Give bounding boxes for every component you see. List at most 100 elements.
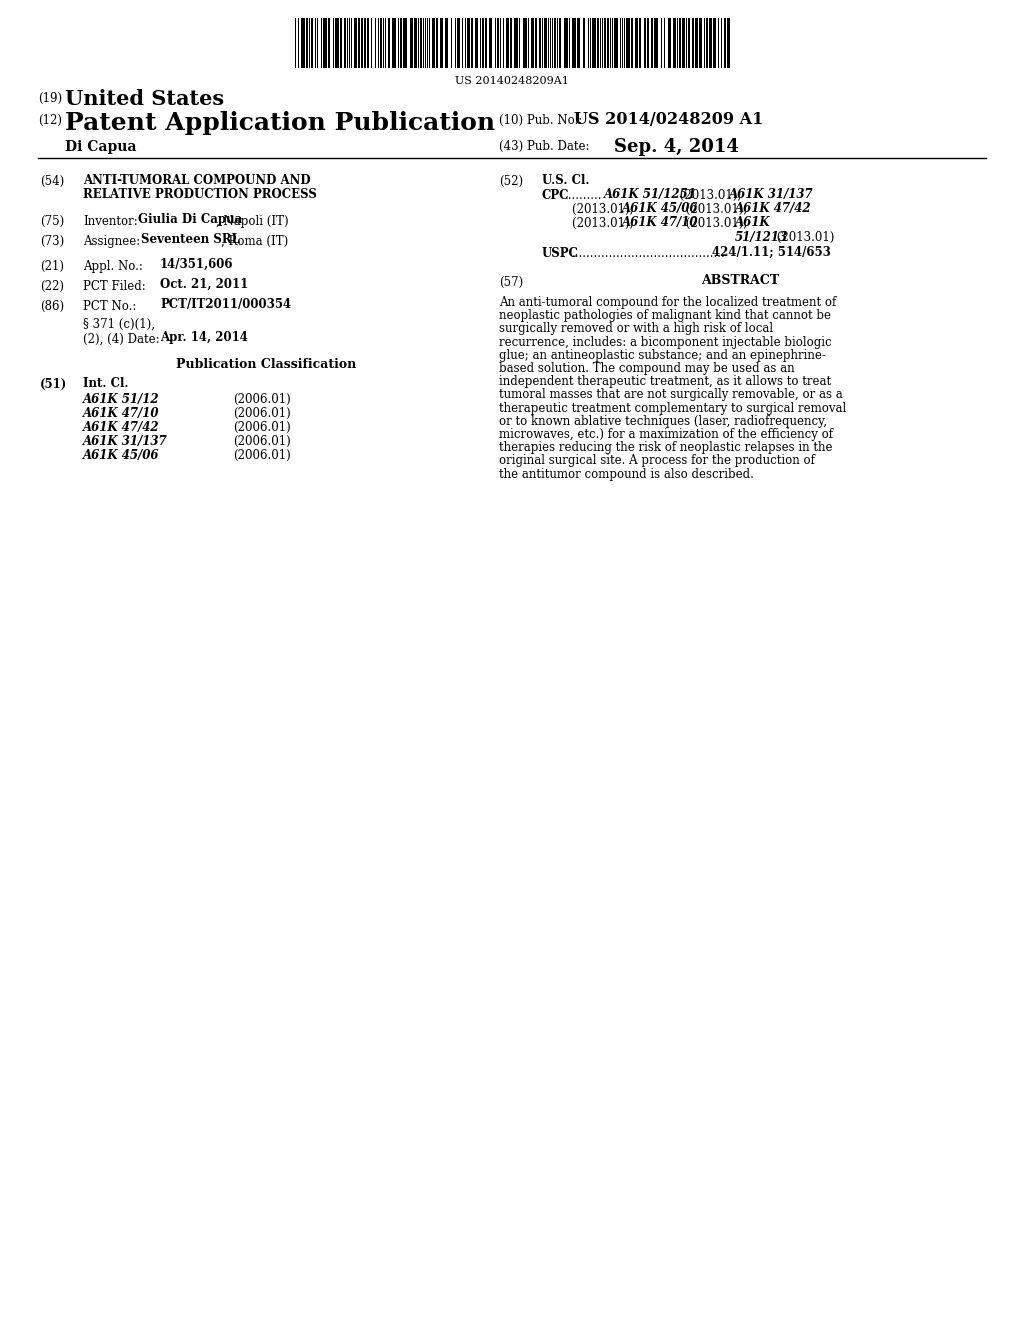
Bar: [692, 18, 694, 69]
Text: (2006.01): (2006.01): [233, 393, 291, 407]
Text: Apr. 14, 2014: Apr. 14, 2014: [160, 331, 248, 345]
Text: Oct. 21, 2011: Oct. 21, 2011: [160, 279, 248, 290]
Text: .........................................: ........................................…: [572, 247, 726, 260]
Bar: [328, 18, 330, 69]
Text: microwaves, etc.) for a maximization of the efficiency of: microwaves, etc.) for a maximization of …: [499, 428, 833, 441]
Bar: [311, 18, 313, 69]
Bar: [420, 18, 422, 69]
Text: PCT No.:: PCT No.:: [83, 300, 136, 313]
Text: or to known ablative techniques (laser, radiofrequency,: or to known ablative techniques (laser, …: [499, 414, 827, 428]
Text: A61K 47/10: A61K 47/10: [622, 216, 698, 228]
Text: (86): (86): [40, 300, 65, 313]
Text: ANTI-TUMORAL COMPOUND AND: ANTI-TUMORAL COMPOUND AND: [83, 174, 310, 187]
Text: A61K: A61K: [735, 216, 771, 228]
Text: therapies reducing the risk of neoplastic relapses in the: therapies reducing the risk of neoplasti…: [499, 441, 833, 454]
Bar: [358, 18, 360, 69]
Text: U.S. Cl.: U.S. Cl.: [542, 174, 590, 187]
Text: original surgical site. A process for the production of: original surgical site. A process for th…: [499, 454, 815, 467]
Bar: [457, 18, 460, 69]
Bar: [679, 18, 681, 69]
Text: (2013.01): (2013.01): [773, 231, 835, 244]
Text: surgically removed or with a high risk of local: surgically removed or with a high risk o…: [499, 322, 773, 335]
Text: ..........: ..........: [565, 189, 602, 202]
Bar: [647, 18, 649, 69]
Bar: [724, 18, 726, 69]
Text: (21): (21): [40, 260, 63, 273]
Bar: [400, 18, 402, 69]
Text: independent therapeutic treatment, as it allows to treat: independent therapeutic treatment, as it…: [499, 375, 831, 388]
Text: (2006.01): (2006.01): [233, 407, 291, 420]
Text: USPC: USPC: [542, 247, 579, 260]
Bar: [414, 18, 417, 69]
Text: 424/1.11; 514/653: 424/1.11; 514/653: [712, 246, 830, 259]
Bar: [709, 18, 712, 69]
Bar: [539, 18, 541, 69]
Text: PCT Filed:: PCT Filed:: [83, 280, 145, 293]
Text: US 2014/0248209 A1: US 2014/0248209 A1: [574, 111, 763, 128]
Text: (10) Pub. No.:: (10) Pub. No.:: [499, 114, 583, 127]
Text: glue; an antineoplastic substance; and an epinephrine-: glue; an antineoplastic substance; and a…: [499, 348, 826, 362]
Text: (43) Pub. Date:: (43) Pub. Date:: [499, 140, 590, 153]
Bar: [635, 18, 638, 69]
Bar: [673, 18, 676, 69]
Bar: [392, 18, 396, 69]
Bar: [485, 18, 487, 69]
Text: A61K 47/42: A61K 47/42: [735, 202, 811, 215]
Text: A61K 31/137: A61K 31/137: [729, 187, 814, 201]
Text: (12): (12): [38, 114, 62, 127]
Text: Patent Application Publication: Patent Application Publication: [65, 111, 496, 135]
Text: § 371 (c)(1),: § 371 (c)(1),: [83, 318, 155, 331]
Bar: [440, 18, 443, 69]
Bar: [340, 18, 342, 69]
Text: tumoral masses that are not surgically removable, or as a: tumoral masses that are not surgically r…: [499, 388, 843, 401]
Text: (2), (4) Date:: (2), (4) Date:: [83, 333, 160, 346]
Bar: [445, 18, 449, 69]
Bar: [436, 18, 438, 69]
Bar: [544, 18, 547, 69]
Bar: [482, 18, 484, 69]
Bar: [531, 18, 534, 69]
Text: (2013.01);: (2013.01);: [572, 203, 637, 216]
Bar: [364, 18, 366, 69]
Text: A61K 47/42: A61K 47/42: [83, 421, 160, 434]
Text: (51): (51): [40, 378, 68, 391]
Text: ABSTRACT: ABSTRACT: [701, 275, 779, 286]
Text: Sep. 4, 2014: Sep. 4, 2014: [614, 139, 739, 156]
Text: PCT/IT2011/000354: PCT/IT2011/000354: [160, 298, 291, 312]
Bar: [535, 18, 537, 69]
Bar: [727, 18, 730, 69]
Text: the antitumor compound is also described.: the antitumor compound is also described…: [499, 467, 754, 480]
Bar: [306, 18, 308, 69]
Bar: [577, 18, 580, 69]
Text: (2013.01);: (2013.01);: [572, 216, 637, 230]
Text: (2013.01);: (2013.01);: [682, 216, 752, 230]
Text: CPC: CPC: [542, 189, 569, 202]
Bar: [614, 18, 618, 69]
Text: Assignee:: Assignee:: [83, 235, 140, 248]
Bar: [497, 18, 499, 69]
Bar: [695, 18, 698, 69]
Text: RELATIVE PRODUCTION PROCESS: RELATIVE PRODUCTION PROCESS: [83, 187, 316, 201]
Text: A61K 45/06: A61K 45/06: [83, 449, 160, 462]
Bar: [510, 18, 512, 69]
Bar: [432, 18, 435, 69]
Text: (73): (73): [40, 235, 65, 248]
Bar: [604, 18, 606, 69]
Text: (2006.01): (2006.01): [233, 436, 291, 447]
Bar: [651, 18, 653, 69]
Bar: [706, 18, 708, 69]
Bar: [523, 18, 527, 69]
Bar: [323, 18, 327, 69]
Bar: [506, 18, 509, 69]
Text: , Napoli (IT): , Napoli (IT): [216, 215, 289, 228]
Text: Giulia Di Capua: Giulia Di Capua: [138, 213, 243, 226]
Bar: [688, 18, 690, 69]
Bar: [367, 18, 369, 69]
Bar: [467, 18, 470, 69]
Text: 14/351,606: 14/351,606: [160, 257, 233, 271]
Text: (2013.01);: (2013.01);: [682, 203, 752, 216]
Bar: [410, 18, 413, 69]
Text: therapeutic treatment complementary to surgical removal: therapeutic treatment complementary to s…: [499, 401, 846, 414]
Text: (52): (52): [499, 176, 523, 187]
Text: United States: United States: [65, 88, 224, 110]
